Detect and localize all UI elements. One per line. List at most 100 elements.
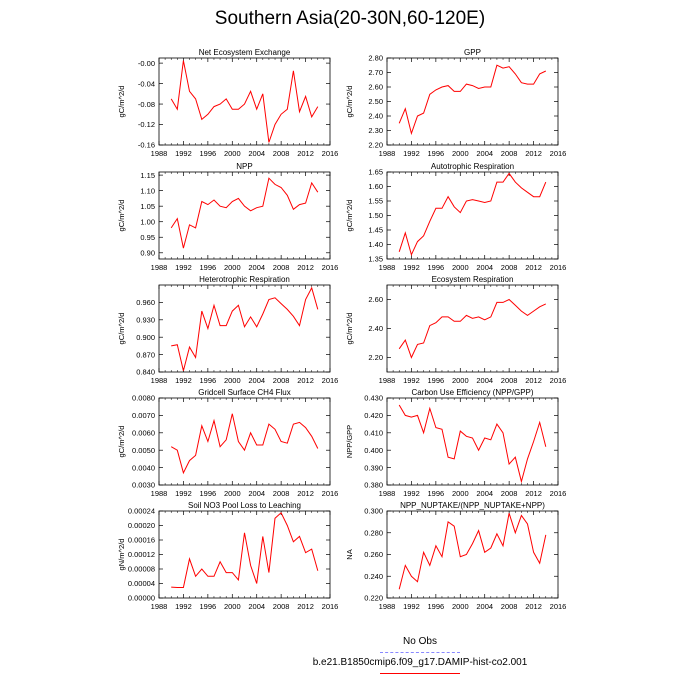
y-tick-label: 0.0080 xyxy=(132,394,155,403)
x-tick-label: 2016 xyxy=(550,149,567,158)
x-tick-label: 1996 xyxy=(200,489,217,498)
x-tick-label: 2008 xyxy=(501,376,518,385)
y-tick-label: 0.400 xyxy=(364,446,383,455)
plot-frame xyxy=(386,397,559,486)
x-tick-label: 2000 xyxy=(224,489,241,498)
x-tick-label: 2016 xyxy=(322,489,339,498)
y-axis-label: gN/m^2/d xyxy=(117,539,126,571)
y-tick-label: 0.95 xyxy=(140,233,155,242)
x-tick-label: 1992 xyxy=(403,489,420,498)
y-axis-label: gC/m^2/d xyxy=(117,313,126,345)
x-tick-label: 1988 xyxy=(151,149,168,158)
plot-frame xyxy=(158,397,331,486)
x-tick-label: 2000 xyxy=(452,489,469,498)
y-axis-label: gC/m^2/d xyxy=(117,200,126,232)
x-tick-label: 2008 xyxy=(501,602,518,611)
series-line xyxy=(171,286,319,371)
y-tick-label: 2.70 xyxy=(368,68,383,77)
x-tick-label: 2000 xyxy=(452,263,469,272)
series-line xyxy=(398,172,547,257)
y-tick-label: 0.870 xyxy=(136,350,155,359)
x-tick-label: 2004 xyxy=(248,602,265,611)
x-tick-label: 2008 xyxy=(273,602,290,611)
x-tick-label: 1996 xyxy=(428,602,445,611)
x-tick-label: 1996 xyxy=(200,602,217,611)
x-tick-label: 2016 xyxy=(550,489,567,498)
x-tick-label: 1996 xyxy=(200,263,217,272)
y-axis-label: gC/m^2/d xyxy=(117,86,126,118)
y-tick-label: 0.00012 xyxy=(128,550,155,559)
y-tick-label: 0.930 xyxy=(136,316,155,325)
series-line xyxy=(171,511,319,588)
y-tick-label: 0.410 xyxy=(364,429,383,438)
y-tick-label: 2.20 xyxy=(368,353,383,362)
x-tick-label: 1988 xyxy=(151,489,168,498)
x-tick-label: 1992 xyxy=(175,149,192,158)
x-tick-label: 1992 xyxy=(175,376,192,385)
x-tick-label: 2008 xyxy=(501,149,518,158)
chart-title: GPP xyxy=(464,48,481,57)
y-tick-label: -0.04 xyxy=(138,79,155,88)
y-axis-label: gC/m^2/d xyxy=(345,313,354,345)
y-tick-label: 2.60 xyxy=(368,83,383,92)
x-tick-label: 2016 xyxy=(322,149,339,158)
y-tick-label: 0.380 xyxy=(364,481,383,490)
y-tick-label: 0.00000 xyxy=(128,594,155,603)
y-tick-label: 0.00020 xyxy=(128,521,155,530)
y-tick-label: 0.840 xyxy=(136,368,155,377)
x-tick-label: 1992 xyxy=(403,263,420,272)
x-tick-label: 2012 xyxy=(525,376,542,385)
x-tick-label: 1988 xyxy=(379,602,396,611)
x-tick-label: 2016 xyxy=(550,376,567,385)
y-tick-label: 0.420 xyxy=(364,411,383,420)
chart-title: Autotrophic Respiration xyxy=(431,162,514,171)
y-tick-label: 0.90 xyxy=(140,248,155,257)
plot-frame xyxy=(386,171,559,260)
y-axis-label: gC/m^2/d xyxy=(345,200,354,232)
chart-title: Carbon Use Efficiency (NPP/GPP) xyxy=(411,388,533,397)
chart-title: Heterotrophic Respiration xyxy=(199,275,290,284)
x-tick-label: 2004 xyxy=(476,602,493,611)
series-line xyxy=(170,413,319,475)
y-tick-label: 0.00024 xyxy=(128,507,155,516)
y-tick-label: 1.15 xyxy=(140,171,155,180)
x-tick-label: 2016 xyxy=(322,602,339,611)
x-tick-label: 2008 xyxy=(501,489,518,498)
x-tick-label: 2012 xyxy=(525,489,542,498)
x-tick-label: 2004 xyxy=(476,263,493,272)
x-tick-label: 1988 xyxy=(151,602,168,611)
x-tick-label: 1996 xyxy=(428,489,445,498)
y-axis-label: gC/m^2/d xyxy=(117,426,126,458)
x-tick-label: 2000 xyxy=(224,263,241,272)
y-tick-label: 0.0040 xyxy=(132,463,155,472)
x-tick-label: 2012 xyxy=(297,602,314,611)
chart-title: NPP_NUPTAKE/(NPP_NUPTAKE+NPP) xyxy=(400,501,545,510)
x-tick-label: 2004 xyxy=(248,263,265,272)
y-tick-label: 1.55 xyxy=(368,197,383,206)
y-tick-label: 2.40 xyxy=(368,112,383,121)
y-tick-label: 1.35 xyxy=(368,255,383,264)
x-tick-label: 2012 xyxy=(297,149,314,158)
y-tick-label: 1.65 xyxy=(368,168,383,177)
x-tick-label: 2008 xyxy=(273,149,290,158)
plot-frame xyxy=(158,57,331,146)
x-tick-label: 2000 xyxy=(224,376,241,385)
y-tick-label: 0.0050 xyxy=(132,446,155,455)
y-tick-label: 2.60 xyxy=(368,295,383,304)
series-line xyxy=(398,404,547,484)
x-tick-label: 2012 xyxy=(525,602,542,611)
x-tick-label: 2004 xyxy=(248,376,265,385)
y-tick-label: 1.40 xyxy=(368,240,383,249)
x-tick-label: 1996 xyxy=(200,149,217,158)
x-tick-label: 1996 xyxy=(428,149,445,158)
x-tick-label: 1996 xyxy=(428,263,445,272)
x-tick-label: 2012 xyxy=(525,149,542,158)
y-tick-label: 0.900 xyxy=(136,333,155,342)
x-tick-label: 1992 xyxy=(175,489,192,498)
plot-frame xyxy=(158,510,331,599)
y-tick-label: 0.00016 xyxy=(128,536,155,545)
chart-title: Ecosystem Respiration xyxy=(432,275,514,284)
x-tick-label: 1996 xyxy=(428,376,445,385)
chart-title: Soil NO3 Pool Loss to Leaching xyxy=(188,501,301,510)
y-tick-label: 0.300 xyxy=(364,507,383,516)
